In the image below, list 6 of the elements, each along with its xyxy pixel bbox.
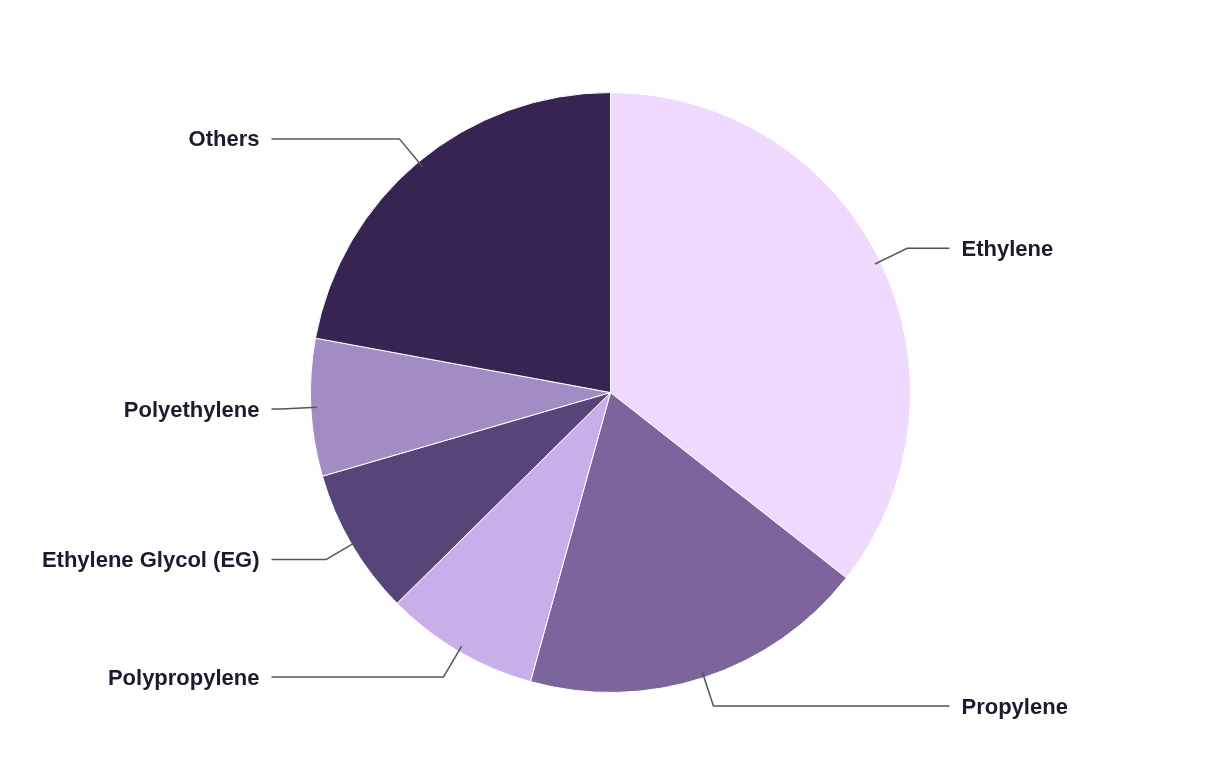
slice-label: Polyethylene [123,396,260,422]
slice-label: Ethylene Glycol (EG) [41,547,260,573]
slice-label: Polypropylene [107,664,260,690]
slice-label: Others [188,126,260,152]
slice-label: Ethylene [961,235,1054,261]
slice-label: Propylene [961,693,1068,719]
